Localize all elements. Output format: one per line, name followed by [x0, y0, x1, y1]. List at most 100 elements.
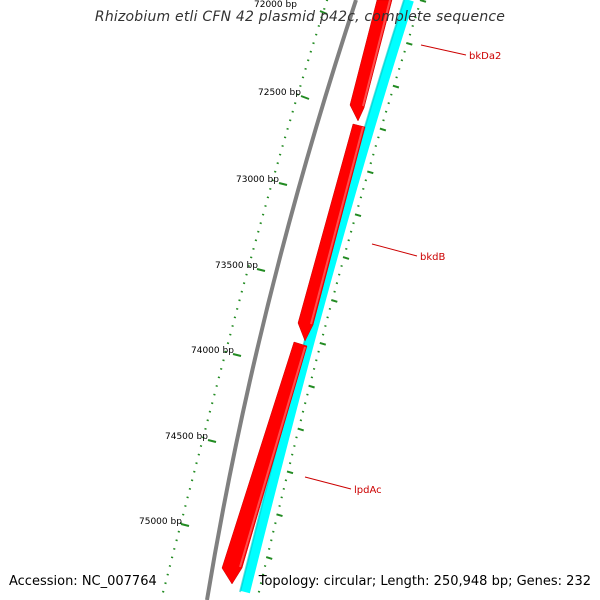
tick-mark	[224, 350, 227, 353]
tick-mark	[210, 402, 214, 405]
tick-72500	[300, 95, 310, 100]
tick-label-73000: 73000 bp	[236, 175, 279, 185]
tick-72000	[319, 10, 328, 15]
tick-mark	[299, 419, 303, 422]
tick-label-72000: 72000 bp	[254, 0, 297, 10]
tick-mark	[337, 273, 341, 276]
tick-mark	[364, 179, 368, 182]
tick-mark	[400, 59, 404, 62]
tick-mark	[419, 0, 427, 3]
tick-label-73500: 73500 bp	[215, 261, 258, 271]
tick-mark	[320, 16, 323, 19]
tick-mark	[411, 24, 414, 28]
tick-mark	[177, 530, 181, 533]
tick-mark	[213, 393, 216, 396]
tick-mark	[306, 59, 310, 62]
tick-mark	[175, 539, 178, 542]
reverse-strand-track	[240, 0, 414, 594]
tick-mark	[240, 290, 244, 293]
tick-mark	[261, 213, 265, 216]
tick-mark	[229, 333, 232, 336]
tick-mark	[263, 564, 267, 568]
tick-mark	[384, 110, 388, 113]
tick-mark	[199, 444, 203, 448]
tick-mark	[414, 16, 417, 19]
tick-mark	[379, 127, 387, 132]
tick-mark	[354, 213, 362, 218]
tick-mark	[215, 384, 218, 388]
tick-mark	[168, 564, 172, 568]
tick-mark	[206, 419, 209, 422]
backbone-arc	[205, 0, 358, 600]
tick-mark	[406, 41, 413, 46]
tick-mark	[317, 24, 321, 28]
tick-mark	[345, 247, 348, 250]
tick-label-75000: 75000 bp	[139, 517, 182, 527]
tick-mark	[301, 76, 305, 79]
summary-text: Topology: circular; Length: 250,948 bp; …	[258, 574, 591, 589]
tick-mark	[219, 367, 223, 370]
tick-mark	[359, 196, 363, 199]
tick-mark	[347, 239, 350, 242]
accession-text: Accession: NC_007764	[9, 574, 157, 589]
tick-mark	[333, 290, 336, 293]
tick-mark	[184, 504, 187, 508]
tick-mark	[278, 504, 281, 508]
tick-mark	[281, 144, 284, 148]
tick-mark	[233, 316, 237, 319]
tick-mark	[259, 582, 263, 585]
tick-mark	[257, 230, 260, 233]
tick-mark	[161, 590, 165, 593]
tick-mark	[283, 136, 287, 139]
tick-mark	[238, 299, 241, 302]
tick-mark	[286, 470, 294, 475]
tick-mark	[278, 153, 282, 156]
tick-label-74000: 74000 bp	[191, 346, 234, 356]
tick-mark	[291, 110, 294, 113]
tick-mark	[306, 393, 309, 396]
tick-mark	[331, 299, 338, 303]
tick-mark	[242, 282, 246, 285]
tick-mark	[252, 247, 255, 250]
tick-75000	[180, 523, 190, 527]
tick-mark	[374, 144, 378, 148]
gene-label-lpdAc[interactable]: lpdAc	[354, 485, 382, 496]
tick-mark	[204, 427, 207, 430]
tick-mark	[190, 479, 194, 482]
tick-mark	[293, 444, 296, 448]
gene-label-bkdB[interactable]: bkdB	[420, 252, 445, 263]
tick-mark	[267, 547, 271, 550]
tick-label-74500: 74500 bp	[165, 432, 208, 442]
tick-mark	[266, 196, 270, 199]
tick-mark	[284, 479, 288, 482]
tick-mark	[249, 256, 253, 259]
gene-bkdB[interactable]	[297, 123, 366, 342]
gene-highlight	[239, 0, 391, 568]
gene-lpdAc[interactable]	[221, 341, 308, 585]
tick-mark	[264, 204, 267, 208]
tick-mark	[309, 50, 313, 53]
gene-label-bkDa2[interactable]: bkDa2	[469, 51, 501, 62]
tick-mark	[395, 76, 398, 79]
tick-mark	[317, 350, 320, 353]
tick-mark	[290, 453, 294, 456]
tick-mark	[321, 333, 325, 336]
tick-mark	[186, 496, 189, 499]
tick-mark	[362, 187, 365, 190]
inner-tick-marks	[161, 0, 329, 593]
tick-mark	[403, 50, 406, 53]
tick-mark	[297, 427, 304, 432]
tick-mark	[392, 84, 400, 89]
tick-mark	[166, 573, 169, 576]
tick-mark	[288, 119, 292, 122]
tick-mark	[222, 359, 225, 362]
tick-mark	[173, 547, 176, 550]
tick-mark	[295, 436, 298, 439]
tick-mark	[273, 170, 277, 173]
tick-mark	[208, 410, 212, 413]
tick-mark	[326, 316, 329, 319]
tick-mark	[269, 187, 272, 190]
tick-mark	[335, 282, 339, 285]
tick-mark	[387, 102, 390, 105]
tick-mark	[181, 513, 185, 516]
